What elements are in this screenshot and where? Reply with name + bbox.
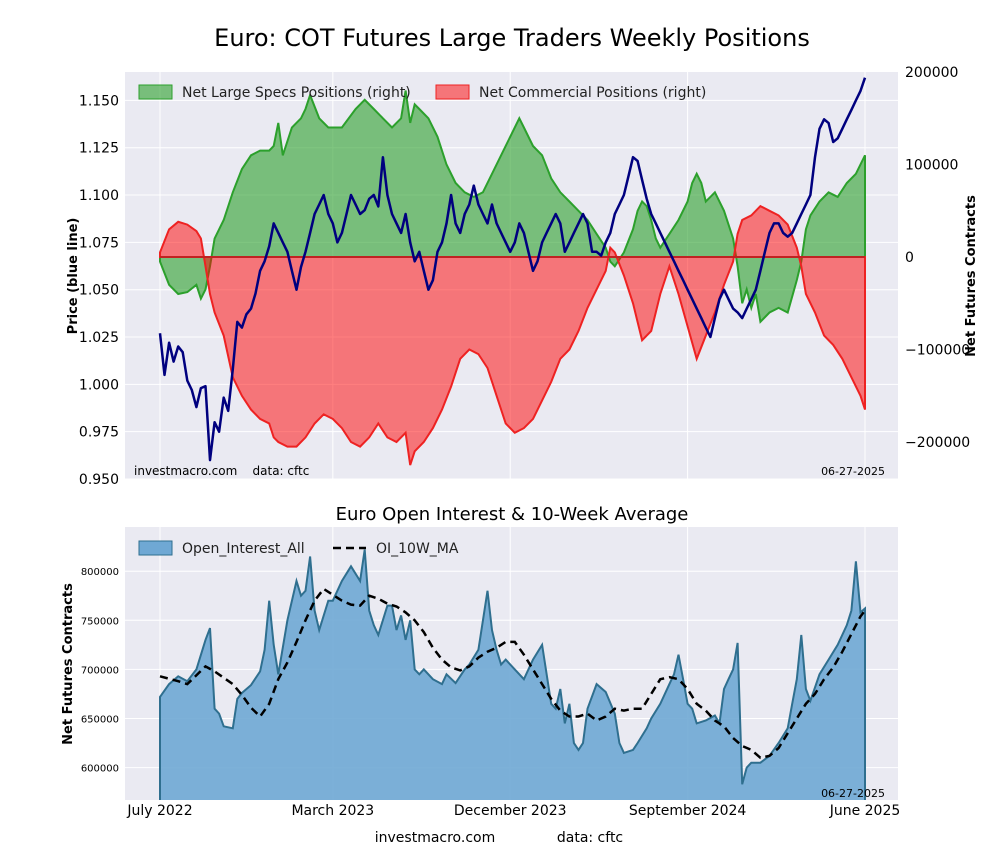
bottom-date-label: 06-27-2025 <box>821 787 885 800</box>
footer-source: data: cftc <box>557 830 623 846</box>
bottom-chart-title: Euro Open Interest & 10-Week Average <box>336 504 689 525</box>
left-tick-7: 1.125 <box>79 141 119 157</box>
right-axis-label: Net Futures Contracts <box>964 195 979 357</box>
left-tick-5: 1.075 <box>79 235 119 251</box>
left-tick-4: 1.050 <box>79 283 119 299</box>
price-line <box>158 77 867 462</box>
bottom-y-tick-3: 750000 <box>81 616 119 627</box>
left-axis-tick-labels: 0.950 0.975 1.000 1.025 1.050 1.075 1.100 1.125… <box>79 93 119 488</box>
open-interest-area <box>159 549 866 800</box>
bottom-y-tick-0: 600000 <box>81 764 119 775</box>
left-tick-0: 0.950 <box>79 472 119 488</box>
legend-swatch-commercial <box>435 84 470 100</box>
bottom-x-tick-2: December 2023 <box>454 803 567 819</box>
bottom-y-tick-labels: 600000 650000 700000 750000 800000 <box>81 567 119 774</box>
right-tick-3: 100000 <box>905 158 958 174</box>
net-large-specs-area <box>159 90 866 324</box>
left-tick-8: 1.150 <box>79 93 119 109</box>
bottom-x-tick-0: July 2022 <box>126 803 192 819</box>
bottom-x-tick-4: June 2025 <box>829 803 901 819</box>
legend-label-commercial: Net Commercial Positions (right) <box>479 85 706 101</box>
top-date-label: 06-27-2025 <box>821 465 885 478</box>
left-tick-3: 1.025 <box>79 330 119 346</box>
right-axis-tick-labels: −200000 −100000 0 100000 200000 <box>905 65 970 451</box>
oi-10w-ma-line <box>159 587 866 760</box>
bottom-x-tick-1: March 2023 <box>291 803 374 819</box>
legend-label-open-interest: Open_Interest_All <box>182 541 305 557</box>
right-tick-2: 0 <box>905 250 914 266</box>
left-tick-1: 0.975 <box>79 425 119 441</box>
figure-title: Euro: COT Futures Large Traders Weekly P… <box>214 24 810 52</box>
left-tick-2: 1.000 <box>79 377 119 393</box>
top-legend: Net Large Specs Positions (right) Net Co… <box>138 84 706 101</box>
legend-swatch-specs <box>138 84 173 100</box>
legend-label-specs: Net Large Specs Positions (right) <box>182 85 411 101</box>
left-tick-6: 1.100 <box>79 188 119 204</box>
bottom-x-tick-labels: July 2022 March 2023 December 2023 Septembe… <box>126 803 900 819</box>
right-tick-0: −200000 <box>905 435 970 451</box>
top-watermark: investmacro.com data: cftc <box>134 464 309 478</box>
left-axis-label: Price (blue line) <box>66 218 81 335</box>
bottom-x-tick-3: September 2024 <box>629 803 747 819</box>
right-tick-1: −100000 <box>905 343 970 359</box>
bottom-legend: Open_Interest_All OI_10W_MA <box>138 540 459 557</box>
legend-label-ma: OI_10W_MA <box>376 541 459 557</box>
footer-site: investmacro.com <box>375 830 495 846</box>
bottom-y-tick-2: 700000 <box>81 665 119 676</box>
bottom-y-tick-1: 650000 <box>81 714 119 725</box>
bottom-y-axis-label: Net Futures Contracts <box>61 583 76 745</box>
net-commercial-area <box>159 204 866 466</box>
legend-swatch-open-interest <box>138 540 173 556</box>
right-tick-4: 200000 <box>905 65 958 81</box>
bottom-y-tick-4: 800000 <box>81 567 119 578</box>
